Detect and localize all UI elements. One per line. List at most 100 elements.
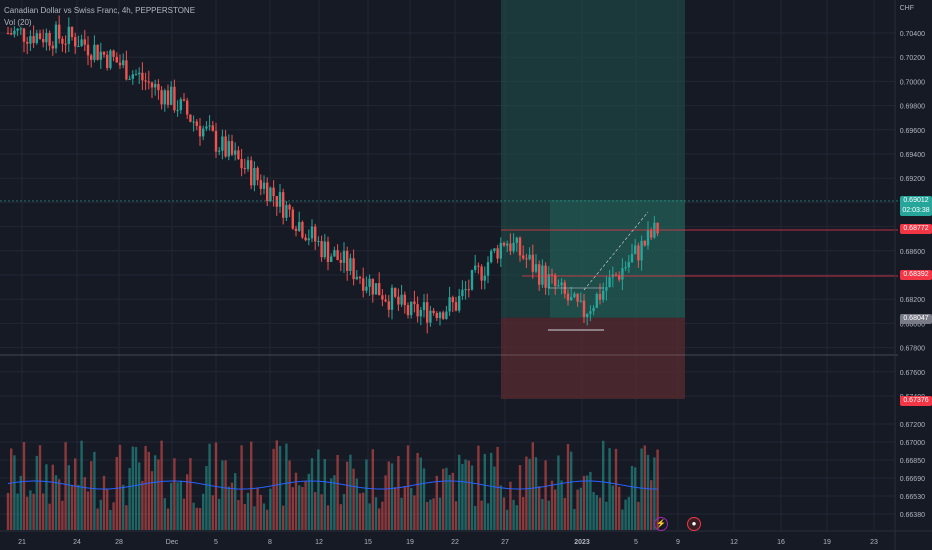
candle-body xyxy=(541,265,544,285)
volume-bar xyxy=(90,461,93,530)
volume-bar xyxy=(93,451,96,530)
volume-bar xyxy=(112,502,115,530)
volume-bar xyxy=(586,475,589,530)
volume-bar xyxy=(438,497,442,530)
time-tick-label: 12 xyxy=(730,539,738,546)
volume-bar xyxy=(51,464,54,530)
time-tick-label: 8 xyxy=(268,539,272,546)
volume-bar xyxy=(390,463,394,530)
candle-body xyxy=(461,289,464,297)
candle-body xyxy=(134,74,138,76)
candle-body xyxy=(58,24,61,39)
candle-body xyxy=(579,300,582,302)
volume-bar xyxy=(102,475,106,530)
volume-bar xyxy=(384,475,387,530)
volume-bar xyxy=(339,504,342,530)
volume-bar xyxy=(618,486,621,530)
calendar-event-icon[interactable]: ● xyxy=(687,517,701,531)
time-tick-label: 12 xyxy=(315,539,323,546)
take-profit-tag: 0.68772 xyxy=(900,224,932,234)
candle-body xyxy=(29,36,32,44)
candle-body xyxy=(6,33,10,34)
candle-body xyxy=(493,248,496,251)
price-tick-label: 0.68000 xyxy=(900,321,925,328)
volume-bar xyxy=(362,492,365,530)
volume-ma-line xyxy=(7,480,658,490)
candle-body xyxy=(208,125,211,127)
candle-body xyxy=(509,243,512,252)
volume-bar xyxy=(464,459,467,530)
candle-body xyxy=(397,296,400,305)
volume-bar xyxy=(512,499,515,530)
volume-bar xyxy=(118,444,122,530)
candle-body xyxy=(102,51,106,55)
candle-body xyxy=(429,310,432,323)
candle-body xyxy=(512,242,515,252)
volume-bar xyxy=(282,505,285,530)
volume-bar xyxy=(643,445,646,530)
candle-body xyxy=(336,250,339,261)
candle-body xyxy=(83,39,86,45)
volume-bar xyxy=(653,457,656,530)
volume-bar xyxy=(563,497,566,530)
volume-bar xyxy=(323,459,326,530)
volume-bar xyxy=(573,508,576,530)
volume-bar xyxy=(371,449,374,530)
candle-body xyxy=(189,114,192,122)
candle-body xyxy=(147,81,150,83)
volume-bar xyxy=(624,499,627,530)
volume-bar xyxy=(448,474,451,530)
candle-body xyxy=(272,187,275,197)
time-tick-label: 24 xyxy=(73,539,81,546)
volume-bar xyxy=(77,484,80,530)
candle-body xyxy=(179,99,182,111)
candle-body xyxy=(317,241,320,243)
candle-body xyxy=(413,301,416,305)
volume-bar xyxy=(589,471,592,530)
candle-body xyxy=(506,243,509,246)
lightning-icon[interactable]: ⚡ xyxy=(654,517,668,531)
volume-bar xyxy=(355,478,358,530)
candle-body xyxy=(419,310,422,317)
volume-bar xyxy=(550,480,554,530)
candle-body xyxy=(454,302,458,311)
volume-bar xyxy=(256,488,259,530)
candle-body xyxy=(490,250,493,263)
candle-body xyxy=(624,267,627,269)
candle-body xyxy=(643,240,646,246)
stop-loss-tag: 0.67376 xyxy=(900,396,932,406)
candle-body xyxy=(99,51,102,60)
volume-bar xyxy=(29,490,32,530)
candle-body xyxy=(608,277,611,288)
candle-body xyxy=(182,99,186,101)
candle-body xyxy=(528,254,531,260)
volume-bar xyxy=(410,487,413,530)
volume-bar xyxy=(42,493,45,530)
candle-body xyxy=(355,276,358,280)
volume-bar xyxy=(637,501,640,530)
candle-body xyxy=(384,299,387,302)
volume-bar xyxy=(96,508,99,530)
volume-bar xyxy=(374,497,378,530)
volume-bar xyxy=(378,508,381,530)
volume-bar xyxy=(262,503,266,530)
candle-body xyxy=(326,241,330,262)
candle-body xyxy=(163,90,166,105)
volume-bar xyxy=(195,507,198,530)
candle-body xyxy=(320,241,323,258)
candle-body xyxy=(198,125,202,137)
volume-bar xyxy=(640,448,643,530)
volume-bar xyxy=(467,460,470,530)
candle-body xyxy=(291,209,294,229)
time-tick-label: 16 xyxy=(777,539,785,546)
price-tick-label: 0.70400 xyxy=(900,31,925,38)
volume-bar xyxy=(397,456,400,530)
time-tick-label: 5 xyxy=(634,539,638,546)
volume-bar xyxy=(26,496,29,530)
volume-bar xyxy=(416,452,419,530)
candle-body xyxy=(230,141,234,155)
price-tick-label: 0.68200 xyxy=(900,297,925,304)
volume-bar xyxy=(234,473,237,530)
candle-body xyxy=(496,248,499,259)
